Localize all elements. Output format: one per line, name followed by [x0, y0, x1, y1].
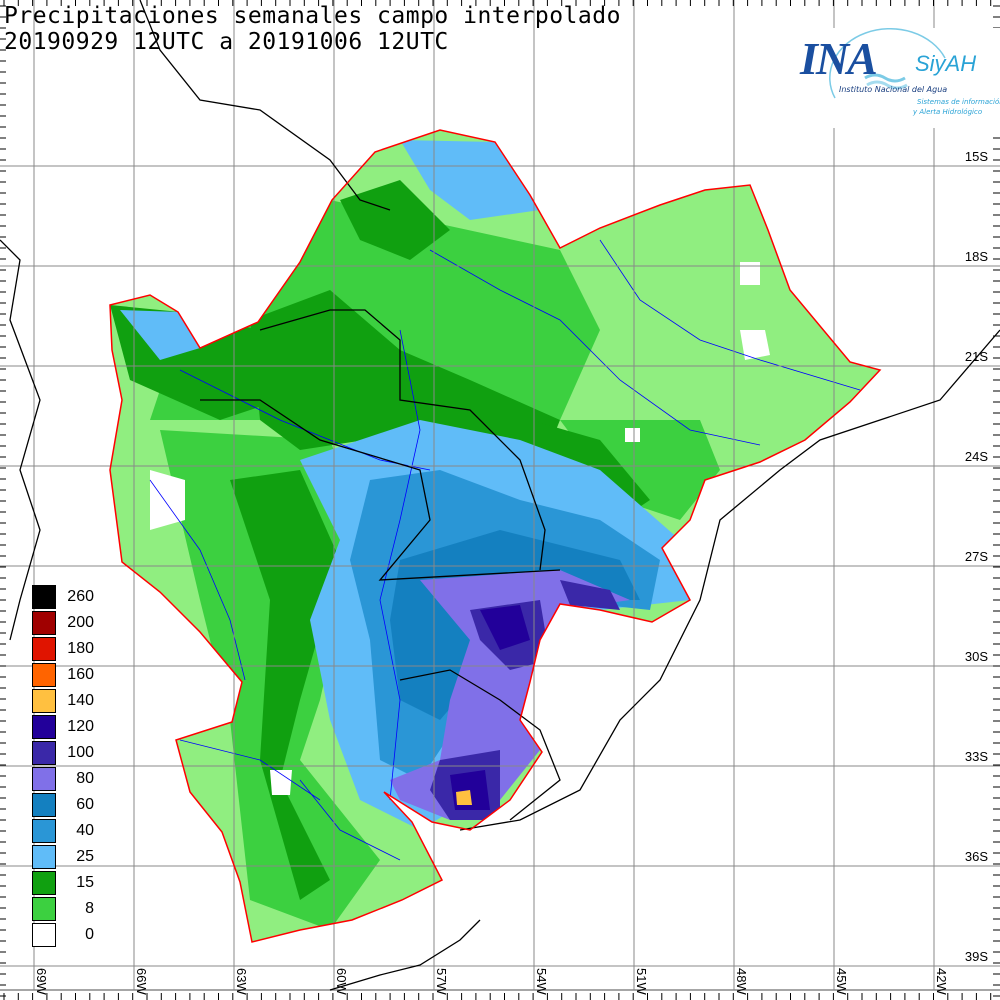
field-0	[150, 470, 185, 530]
logo-ina: INA	[800, 33, 878, 84]
logo-system-line2: y Alerta Hidrológico	[913, 108, 983, 116]
latitude-label: 36S	[964, 849, 988, 864]
map-title: Precipitaciones semanales campo interpol…	[4, 3, 621, 29]
legend-swatch	[32, 767, 56, 791]
legend-label: 60	[76, 796, 94, 813]
border-line	[200, 399, 561, 581]
longitude-label: 48W	[734, 968, 749, 995]
legend-label: 100	[67, 744, 94, 761]
field-0	[270, 770, 292, 795]
longitude-label: 51W	[634, 968, 649, 995]
legend-swatch	[32, 793, 56, 817]
latitude-label: 39S	[964, 949, 988, 964]
legend-swatch	[32, 611, 56, 635]
legend-label: 80	[76, 770, 94, 787]
logo-arc-icon	[829, 28, 946, 99]
field-25	[400, 140, 540, 220]
legend-swatch	[32, 923, 56, 947]
longitude-label: 54W	[534, 968, 549, 995]
legend-swatch	[32, 819, 56, 843]
ina-siyah-logo: INA SiyAH Instituto Nacional del Agua Si…	[795, 28, 1000, 128]
map-period: 20190929 12UTC a 20191006 12UTC	[4, 29, 449, 55]
legend-label: 260	[67, 588, 94, 605]
logo-system-line1: Sistemas de información	[917, 98, 1000, 106]
legend-label: 160	[67, 666, 94, 683]
legend-label: 40	[76, 822, 94, 839]
legend-label: 25	[76, 848, 94, 865]
legend-swatch	[32, 897, 56, 921]
legend-swatch	[32, 637, 56, 661]
field-100	[560, 580, 620, 610]
border-line	[139, 0, 391, 211]
longitude-label: 66W	[134, 968, 149, 995]
longitude-label: 63W	[234, 968, 249, 995]
longitude-label: 69W	[34, 968, 49, 995]
longitude-label: 42W	[934, 968, 949, 995]
border-line	[329, 919, 481, 991]
latitude-label: 33S	[964, 749, 988, 764]
field-15	[230, 470, 340, 900]
latitude-label: 21S	[964, 349, 988, 364]
river-line	[179, 739, 321, 801]
field-25	[120, 310, 200, 360]
legend-swatch	[32, 585, 56, 609]
legend-swatch	[32, 871, 56, 895]
legend-label: 15	[76, 874, 94, 891]
river-line	[429, 249, 761, 446]
legend-swatch	[32, 715, 56, 739]
logo-siyah: SiyAH	[915, 51, 977, 76]
latitude-label: 24S	[964, 449, 988, 464]
field-15	[250, 290, 560, 470]
field-0	[625, 428, 640, 442]
legend-swatch	[32, 689, 56, 713]
border-line	[399, 669, 561, 821]
field-15	[340, 180, 450, 260]
logo-institute: Instituto Nacional del Agua	[839, 85, 948, 94]
longitude-label: 60W	[334, 968, 349, 995]
border-line	[459, 329, 1000, 831]
legend-label: 8	[85, 900, 94, 917]
legend-swatch	[32, 741, 56, 765]
river-line	[599, 239, 861, 391]
legend-label: 140	[67, 692, 94, 709]
field-80	[390, 570, 630, 820]
field-0	[740, 262, 760, 285]
latitude-label: 15S	[964, 149, 988, 164]
legend-swatch	[32, 663, 56, 687]
field-140	[456, 790, 472, 805]
border-line	[0, 239, 41, 641]
latitude-label: 27S	[964, 549, 988, 564]
legend-label: 180	[67, 640, 94, 657]
field-120	[480, 605, 530, 650]
river-line	[149, 479, 246, 681]
river-line	[299, 779, 401, 861]
longitude-label: 57W	[434, 968, 449, 995]
legend-label: 200	[67, 614, 94, 631]
legend-label: 0	[85, 926, 94, 943]
legend-label: 120	[67, 718, 94, 735]
basin-outline	[109, 129, 882, 943]
field-0	[740, 330, 770, 360]
legend-swatch	[32, 845, 56, 869]
latitude-label: 30S	[964, 649, 988, 664]
river-line	[379, 329, 421, 801]
longitude-label: 45W	[834, 968, 849, 995]
border-line	[259, 309, 546, 571]
latitude-label: 18S	[964, 249, 988, 264]
